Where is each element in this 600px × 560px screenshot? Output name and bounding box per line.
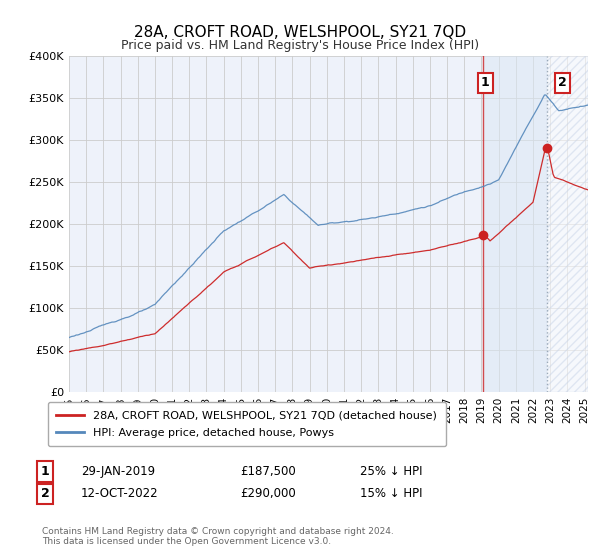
Text: 1: 1: [41, 465, 49, 478]
Legend: 28A, CROFT ROAD, WELSHPOOL, SY21 7QD (detached house), HPI: Average price, detac: 28A, CROFT ROAD, WELSHPOOL, SY21 7QD (de…: [47, 402, 446, 446]
Text: 12-OCT-2022: 12-OCT-2022: [81, 487, 158, 501]
Text: Contains HM Land Registry data © Crown copyright and database right 2024.
This d: Contains HM Land Registry data © Crown c…: [42, 526, 394, 546]
Text: 29-JAN-2019: 29-JAN-2019: [81, 465, 155, 478]
Text: 2: 2: [41, 487, 49, 501]
Text: 28A, CROFT ROAD, WELSHPOOL, SY21 7QD: 28A, CROFT ROAD, WELSHPOOL, SY21 7QD: [134, 25, 466, 40]
Text: 1: 1: [481, 76, 490, 90]
Text: £290,000: £290,000: [240, 487, 296, 501]
Text: £187,500: £187,500: [240, 465, 296, 478]
Bar: [547, 56, 588, 392]
Bar: [483, 56, 547, 392]
Text: 25% ↓ HPI: 25% ↓ HPI: [360, 465, 422, 478]
Text: 15% ↓ HPI: 15% ↓ HPI: [360, 487, 422, 501]
Text: Price paid vs. HM Land Registry's House Price Index (HPI): Price paid vs. HM Land Registry's House …: [121, 39, 479, 52]
Text: 2: 2: [557, 76, 566, 90]
